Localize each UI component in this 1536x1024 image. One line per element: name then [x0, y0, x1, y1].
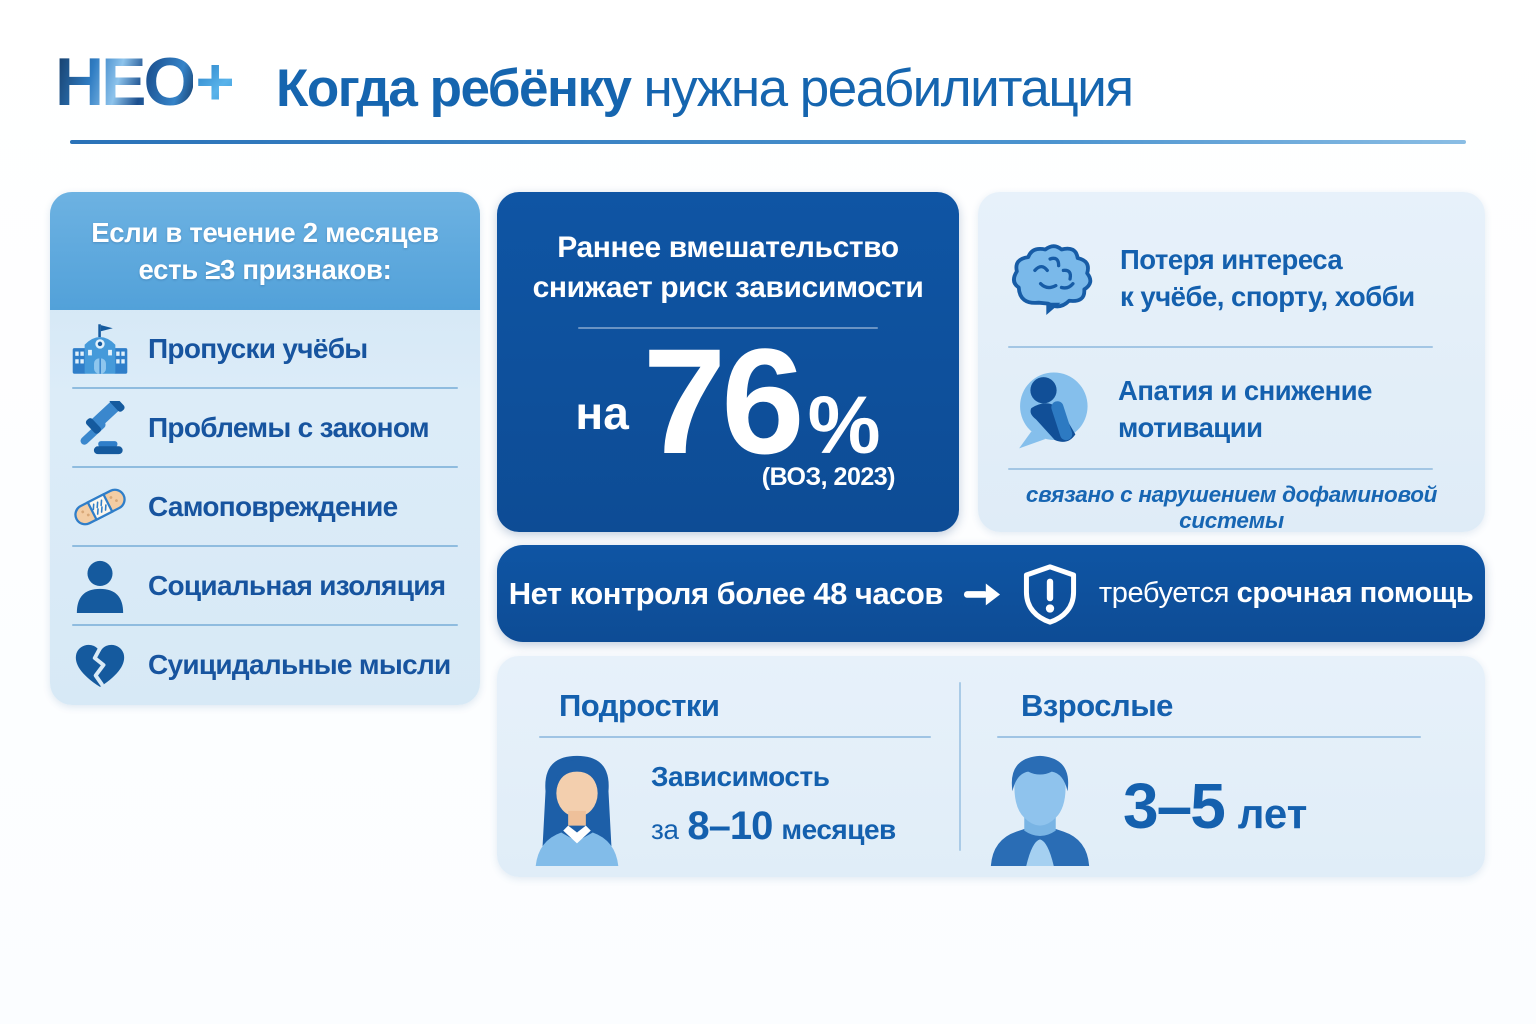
stat-heading: Раннее вмешательство снижает риск зависи… — [497, 228, 959, 307]
list-item: Социальная изоляция — [50, 547, 480, 624]
list-divider — [72, 466, 458, 468]
adults-column: Взрослые 3–5 лет — [961, 656, 1485, 877]
teens-text: Зависимость за 8–10 месяцев — [651, 757, 896, 856]
adults-underline — [997, 736, 1421, 738]
list-item: Апатия и снижение мотивации — [1006, 362, 1372, 456]
page-title-bold: Когда ребёнку — [276, 59, 632, 118]
teens-duration-value: 8–10 — [687, 804, 773, 849]
neo-logo-text: НЕО — [55, 44, 196, 120]
symptom-text: Потеря интереса к учёбе, спорту, хобби — [1120, 241, 1415, 315]
list-divider — [1008, 346, 1433, 348]
symptom-line2: к учёбе, спорту, хобби — [1120, 281, 1415, 312]
stat-panel: Раннее вмешательство снижает риск зависи… — [497, 192, 959, 532]
apathy-icon — [1006, 367, 1096, 451]
list-item: Потеря интереса к учёбе, спорту, хобби — [1006, 226, 1415, 330]
teens-line2: за 8–10 месяцев — [651, 797, 896, 855]
adult-man-icon — [981, 746, 1099, 866]
signs-panel-heading: Если в течение 2 месяцев есть ≥3 признак… — [50, 192, 480, 310]
alert-result-bold: срочная помощь — [1236, 577, 1474, 609]
signs-heading-line1: Если в течение 2 месяцев — [91, 216, 439, 248]
list-item: Суицидальные мысли — [50, 626, 480, 703]
stat-figure: на 76 % — [497, 323, 959, 479]
page-title: Когда ребёнку нужна реабилитация — [276, 58, 1135, 119]
adults-duration-suffix: лет — [1237, 790, 1308, 837]
alert-result-light: требуется — [1098, 577, 1229, 609]
teen-girl-icon — [527, 746, 627, 866]
alert-condition: Нет контроля более 48 часов — [508, 575, 944, 611]
symptoms-panel: Потеря интереса к учёбе, спорту, хобби А… — [978, 192, 1485, 533]
teens-row: Зависимость за 8–10 месяцев — [527, 746, 896, 866]
teens-underline — [539, 736, 931, 738]
sign-label: Проблемы с законом — [148, 411, 430, 443]
stat-heading-line2: снижает риск зависимости — [532, 270, 924, 304]
page-title-rest: нужна реабилитация — [643, 59, 1135, 118]
stat-prefix: на — [575, 387, 629, 440]
sign-label: Пропуски учёбы — [148, 332, 368, 364]
adults-title: Взрослые — [1021, 688, 1173, 723]
stat-heading-line1: Раннее вмешательство — [557, 231, 899, 264]
arrow-right-icon — [963, 581, 1001, 607]
list-item: Самоповреждение — [50, 468, 480, 545]
symptom-line2: мотивации — [1118, 412, 1263, 443]
gavel-icon — [68, 400, 132, 455]
teens-column: Подростки Зависимость за — [497, 656, 959, 877]
bandage-icon — [68, 483, 132, 531]
symptom-text: Апатия и снижение мотивации — [1118, 372, 1372, 446]
school-icon — [68, 322, 132, 376]
stat-value: 76 — [642, 317, 805, 486]
list-item: Проблемы с законом — [50, 389, 480, 466]
brain-icon — [1006, 240, 1098, 316]
alert-result: требуется срочная помощь — [1098, 577, 1474, 610]
adults-row: 3–5 лет — [981, 746, 1307, 866]
list-item: Пропуски учёбы — [50, 310, 480, 387]
plus-icon: + — [195, 44, 235, 120]
stat-divider — [578, 327, 878, 330]
sign-label: Социальная изоляция — [148, 569, 446, 601]
list-divider — [1008, 468, 1433, 470]
neo-logo: НЕО+ — [55, 48, 235, 116]
teens-line1: Зависимость — [651, 760, 830, 792]
broken-heart-icon — [68, 640, 132, 690]
sign-label: Суицидальные мысли — [148, 648, 451, 680]
list-divider — [72, 624, 458, 626]
list-divider — [72, 545, 458, 547]
person-icon — [68, 559, 132, 613]
sign-label: Самоповреждение — [148, 490, 398, 522]
shield-exclamation-icon — [1021, 563, 1079, 625]
signs-panel: Если в течение 2 месяцев есть ≥3 признак… — [50, 192, 480, 705]
stat-unit: % — [807, 380, 881, 472]
symptom-line1: Потеря интереса — [1120, 243, 1343, 275]
signs-heading-line2: есть ≥3 признаков: — [138, 254, 392, 285]
header-divider — [70, 140, 1466, 144]
symptom-line1: Апатия и снижение — [1118, 374, 1372, 406]
teens-prefix: за — [651, 814, 679, 846]
alert-banner: Нет контроля более 48 часов требуется ср… — [497, 545, 1485, 642]
list-divider — [72, 387, 458, 389]
symptoms-note: связано с нарушением дофаминовой системы — [1025, 482, 1438, 533]
stat-source: (ВОЗ, 2023) — [761, 463, 896, 492]
column-divider — [959, 682, 961, 851]
adults-duration-value: 3–5 — [1123, 770, 1226, 842]
teens-duration-suffix: месяцев — [781, 814, 896, 846]
adults-text: 3–5 лет — [1123, 769, 1307, 843]
teens-title: Подростки — [559, 688, 720, 723]
timeline-panel: Подростки Зависимость за — [497, 656, 1485, 877]
